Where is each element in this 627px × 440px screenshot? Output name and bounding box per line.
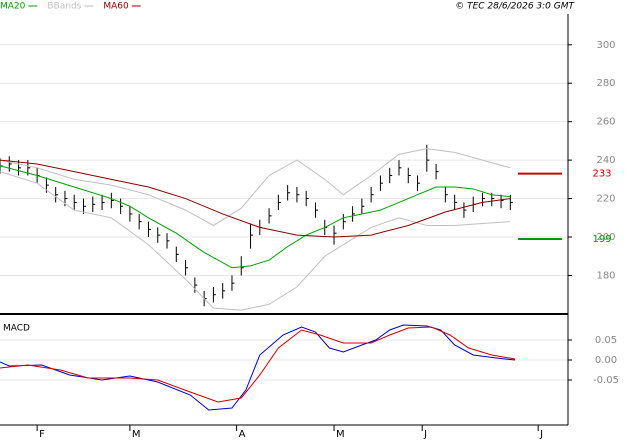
y-tick-label: -0.05 xyxy=(593,375,619,386)
bband-lower xyxy=(0,171,511,311)
y-tick-label: 0.05 xyxy=(595,335,617,346)
x-tick-label: J xyxy=(539,429,543,440)
y-tick-label: 260 xyxy=(596,117,615,128)
legend-label: MA20 xyxy=(0,2,26,12)
y-tick-label: 280 xyxy=(596,78,615,89)
moving-average xyxy=(0,159,511,238)
macd-line xyxy=(0,326,516,403)
y-tick-label: 180 xyxy=(596,270,615,281)
legend-label: MA60 xyxy=(103,2,129,12)
x-tick-label: J xyxy=(423,429,427,440)
moving-average xyxy=(0,165,511,269)
y-tick-label: 220 xyxy=(596,194,615,205)
x-tick-label: A xyxy=(239,429,246,440)
copyright: © TEC 28/6/2026 3:0 GMT xyxy=(455,2,575,12)
x-tick-label: M xyxy=(336,429,345,440)
level-label: 199 xyxy=(592,234,611,245)
y-tick-label: 0.00 xyxy=(595,355,617,366)
x-tick-label: M xyxy=(132,429,141,440)
bband-upper xyxy=(0,148,511,227)
x-tick-label: F xyxy=(39,429,45,440)
macd-title: MACD xyxy=(3,324,30,334)
y-tick-label: 200 xyxy=(596,232,615,243)
legend-label: BBands xyxy=(47,2,81,12)
level-label: 233 xyxy=(592,169,611,180)
y-tick-label: 300 xyxy=(596,40,615,51)
y-tick-label: 240 xyxy=(596,155,615,166)
